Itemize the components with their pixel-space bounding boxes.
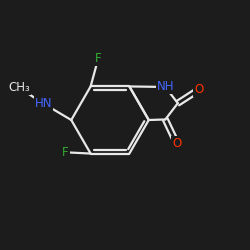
Text: F: F: [95, 52, 102, 66]
Text: O: O: [172, 137, 181, 150]
Text: CH₃: CH₃: [8, 81, 30, 94]
Text: O: O: [194, 83, 204, 96]
Text: F: F: [62, 146, 69, 159]
Text: NH: NH: [156, 80, 174, 94]
Text: HN: HN: [35, 97, 52, 110]
